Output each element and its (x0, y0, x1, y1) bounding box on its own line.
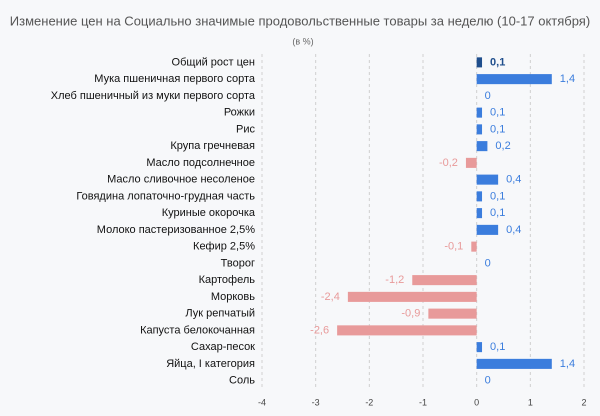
bar (476, 124, 483, 135)
y-tick-label: Куриные окорочка (162, 207, 256, 219)
y-tick-label: Молоко пастеризованное 2,5% (97, 224, 255, 236)
value-label: 1,4 (560, 73, 575, 85)
value-label: 0,1 (490, 123, 505, 135)
x-tick-label: 2 (581, 397, 586, 407)
bar (476, 74, 552, 85)
y-tick-label: Творог (221, 257, 255, 269)
value-label: 0,4 (506, 174, 521, 186)
chart-title: Изменение цен на Социально значимые прод… (10, 13, 590, 28)
y-tick-label: Яйца, I категория (166, 358, 255, 370)
value-label: 0,1 (490, 207, 505, 219)
bar (476, 107, 483, 118)
y-tick-label: Лук репчатый (185, 308, 255, 320)
y-tick-label: Масло сливочное несоленое (107, 174, 255, 186)
y-tick-label: Крупа гречневая (170, 140, 255, 152)
value-label: -0,2 (439, 157, 458, 169)
y-tick-label: Капуста белокочанная (140, 324, 255, 336)
bar (412, 275, 477, 286)
x-tick-label: -4 (258, 397, 266, 407)
bar (476, 224, 499, 235)
y-tick-label: Хлеб пшеничный из муки первого сорта (51, 90, 256, 102)
bar (476, 141, 488, 152)
value-label: -0,9 (401, 308, 420, 320)
y-tick-label: Рис (236, 123, 255, 135)
y-tick-label: Кефир 2,5% (193, 241, 255, 253)
y-tick-label: Масло подсолнечное (146, 157, 255, 169)
value-label: 0,2 (495, 140, 510, 152)
bar (465, 157, 477, 168)
y-tick-label: Морковь (211, 291, 255, 303)
bar (476, 208, 483, 219)
bar (476, 174, 499, 185)
bar (476, 342, 483, 353)
x-tick-label: 0 (474, 397, 479, 407)
bar (347, 291, 477, 302)
value-label: -0,1 (444, 241, 463, 253)
value-label: -1,2 (385, 274, 404, 286)
y-tick-label: Соль (229, 375, 255, 387)
x-tick-label: 1 (528, 397, 533, 407)
y-tick-label: Общий рост цен (172, 56, 255, 68)
y-tick-label: Мука пшеничная первого сорта (94, 73, 256, 85)
y-tick-label: Картофель (199, 274, 256, 286)
value-label: 0 (485, 90, 491, 102)
y-tick-label: Говядина лопаточно-грудная часть (76, 190, 255, 202)
value-label: 0,4 (506, 224, 521, 236)
value-label: 0 (485, 375, 491, 387)
y-tick-label: Рожки (224, 107, 255, 119)
value-label: 1,4 (560, 358, 575, 370)
bar (476, 191, 483, 202)
bar (337, 325, 477, 336)
bar (471, 241, 477, 252)
x-tick-label: -1 (419, 397, 427, 407)
x-tick-label: -2 (365, 397, 373, 407)
bar (476, 57, 483, 68)
value-label: 0,1 (490, 190, 505, 202)
value-label: 0,1 (490, 107, 505, 119)
value-label: -2,4 (321, 291, 340, 303)
y-tick-label: Сахар-песок (191, 341, 255, 353)
chart-subtitle: (в %) (292, 36, 313, 46)
bar (428, 308, 477, 319)
value-label: 0,1 (490, 341, 505, 353)
bar (476, 358, 552, 369)
value-label: 0 (485, 257, 491, 269)
x-tick-label: -3 (312, 397, 320, 407)
value-label: -2,6 (310, 324, 329, 336)
value-label: 0,1 (490, 56, 505, 68)
